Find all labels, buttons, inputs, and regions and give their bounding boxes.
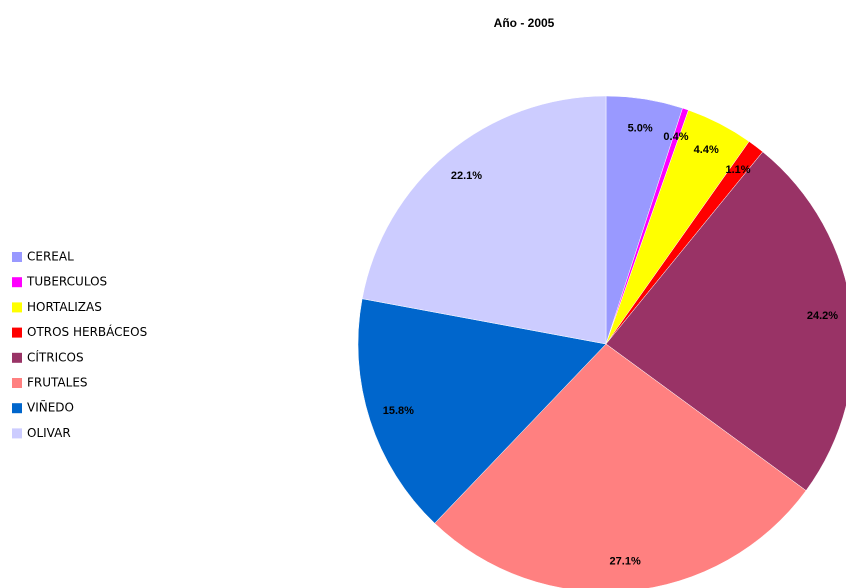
legend-swatch [12,327,22,338]
pie-slice [361,95,607,345]
chart-title: Año - 2005 [494,16,555,30]
data-label: 5.0% [628,122,653,134]
data-label: 1.1% [725,164,750,176]
legend-swatch [12,277,22,288]
legend-label: TUBERCULOS [26,275,107,289]
legend-label: CÍTRICOS [27,349,84,364]
legend-swatch [12,252,22,262]
legend-swatch [12,378,22,388]
pie-slice [434,343,807,588]
data-label: 0.4% [663,131,688,143]
legend-swatch [12,302,22,313]
legend-label: HORTALIZAS [27,300,102,314]
legend-label: FRUTALES [27,376,88,390]
legend-label: OLIVAR [27,426,71,440]
data-label: 27.1% [610,555,641,567]
data-label: 15.8% [383,405,414,417]
data-label: 24.2% [807,310,838,322]
data-label: 4.4% [694,144,719,156]
legend-label: CEREAL [27,250,74,264]
legend-swatch [12,403,22,414]
legend-label: OTROS HERBÁCEOS [27,324,147,339]
legend-swatch [12,428,22,439]
pie-slice [605,151,846,491]
legend-swatch [12,352,22,363]
legend-label: VIÑEDO [27,400,74,415]
pie-slice [357,298,607,524]
data-label: 22.1% [451,170,482,182]
